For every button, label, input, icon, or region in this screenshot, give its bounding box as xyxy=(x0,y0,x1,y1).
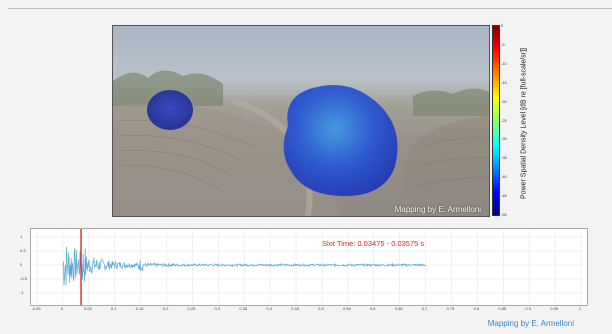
source-blob-small xyxy=(147,90,193,130)
colorbar-tick: -25 xyxy=(501,117,507,123)
colorbar-tick: -40 xyxy=(501,174,507,180)
colorbar xyxy=(492,25,500,216)
x-tick-label: 0.3 xyxy=(214,306,221,311)
x-tick-label: 0.45 xyxy=(291,306,299,311)
x-tick-label: 0.4 xyxy=(266,306,272,311)
x-tick-label: 0.05 xyxy=(83,306,92,311)
waveform-svg xyxy=(33,229,585,305)
x-tick-label: 0.15 xyxy=(135,306,144,311)
colorbar-tick: -30 xyxy=(501,136,507,142)
x-tick-label: 0.25 xyxy=(187,306,196,311)
top-divider xyxy=(8,8,612,9)
x-tick-label: 0.95 xyxy=(550,306,558,311)
colorbar-tick: -20 xyxy=(501,98,507,104)
colorbar-tick: 0 xyxy=(501,23,504,28)
x-tick-label: 0.85 xyxy=(498,306,507,311)
x-tick-label: 0.9 xyxy=(525,306,531,311)
y-tick-label: 0.5 xyxy=(20,248,26,253)
x-tick-label: 0.2 xyxy=(162,306,169,311)
colorbar-tick: -10 xyxy=(501,60,507,66)
colorbar-tick: -45 xyxy=(501,193,507,199)
x-tick-label: 0.7 xyxy=(421,306,428,311)
panorama-watermark: Mapping by E. Armelloni xyxy=(394,205,481,214)
x-tick-label: 0.1 xyxy=(110,306,117,311)
colorbar-tick: -35 xyxy=(501,155,507,161)
signal-trace xyxy=(62,246,426,286)
colorbar-tick: -15 xyxy=(501,79,507,85)
panorama-view[interactable]: Mapping by E. Armelloni xyxy=(112,25,490,217)
x-tick-label: 0.8 xyxy=(473,306,480,311)
source-blob-large xyxy=(283,84,398,196)
y-tick-label: -0.5 xyxy=(20,276,27,281)
y-tick-label: 0 xyxy=(20,262,23,267)
waveform-plot[interactable] xyxy=(30,228,588,306)
y-tick-label: -1 xyxy=(20,290,24,295)
x-tick-label: 0.75 xyxy=(446,306,455,311)
colorbar-tick: -5 xyxy=(501,41,505,47)
y-tick-label: 1 xyxy=(20,234,23,239)
x-tick-label: 0.6 xyxy=(369,306,376,311)
x-tick-label: 0 xyxy=(60,306,63,311)
slot-time-label: Slot Time: 0.03475 - 0.03575 s xyxy=(322,239,425,248)
x-tick-label: 0.65 xyxy=(394,306,403,311)
panorama-scene xyxy=(113,70,489,216)
x-tick-label: 0.55 xyxy=(342,306,351,311)
x-tick-label: 0.5 xyxy=(318,306,324,311)
credit-text: Mapping by E. Armelloni xyxy=(487,319,574,328)
colorbar-label: Power Spatial Density Level [dB re [full… xyxy=(520,48,528,199)
x-tick-label: -0.05 xyxy=(31,306,41,311)
colorbar-tick: -50 xyxy=(501,212,507,217)
x-tick-label: 1 xyxy=(578,306,582,311)
x-tick-label: 0.35 xyxy=(239,306,248,311)
